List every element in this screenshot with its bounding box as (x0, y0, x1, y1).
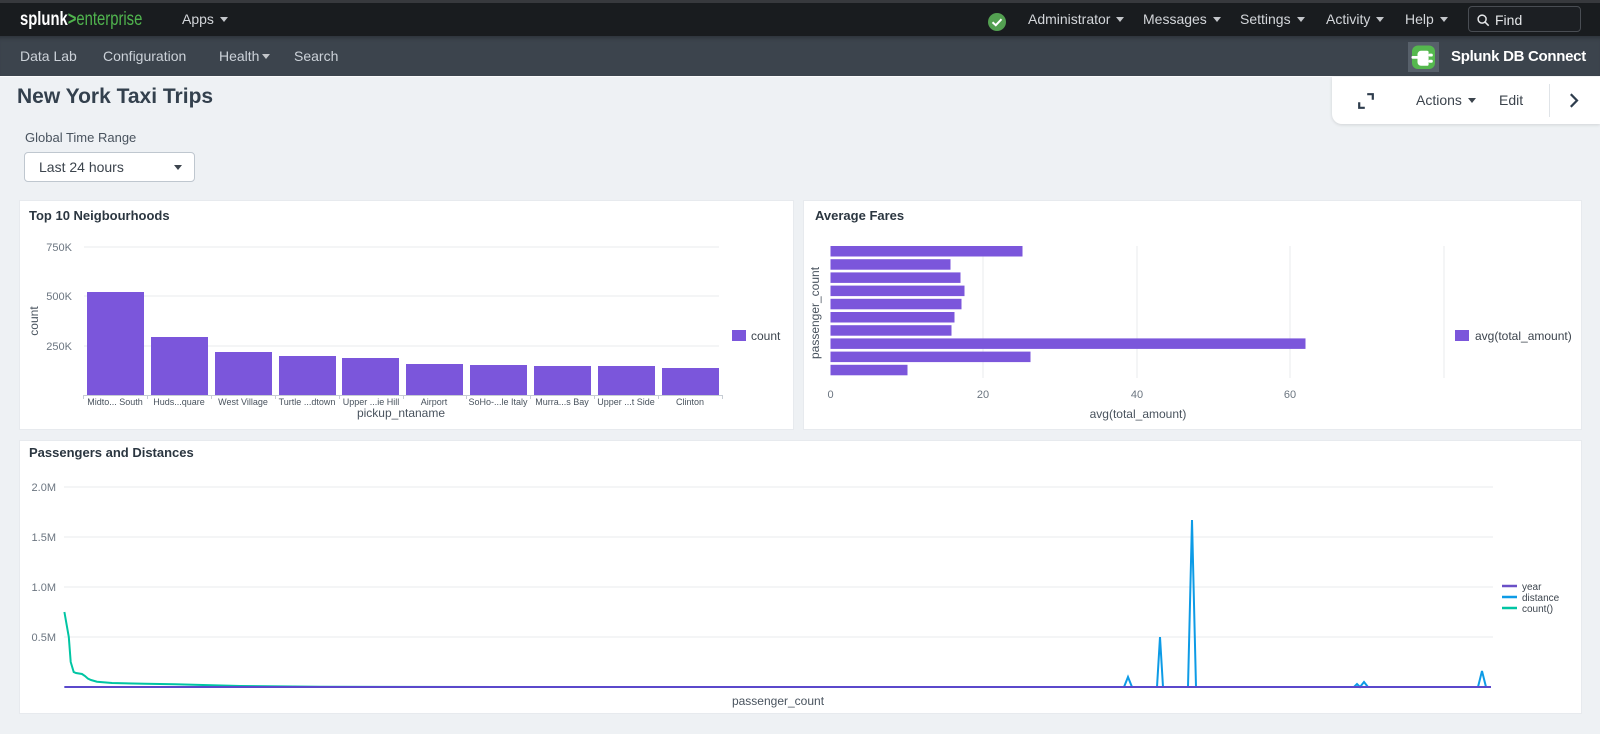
svg-text:passenger_count: passenger_count (732, 694, 825, 708)
svg-text:Upper ...t Side: Upper ...t Side (597, 397, 655, 407)
svg-text:Huds...quare: Huds...quare (153, 397, 205, 407)
svg-text:250K: 250K (46, 341, 72, 353)
svg-text:500K: 500K (46, 291, 72, 303)
svg-text:passenger_count: passenger_count (808, 266, 822, 359)
svg-text:distance: distance (1522, 593, 1560, 604)
svg-text:count: count (27, 306, 41, 336)
svg-text:count(): count() (1522, 604, 1553, 615)
svg-text:Clinton: Clinton (676, 397, 704, 407)
svg-text:Murra...s Bay: Murra...s Bay (535, 397, 589, 407)
svg-text:2.0M: 2.0M (32, 482, 56, 494)
svg-text:Upper ...ie Hill: Upper ...ie Hill (343, 397, 400, 407)
svg-text:60: 60 (1284, 389, 1296, 401)
svg-text:Turtle ...dtown: Turtle ...dtown (279, 397, 336, 407)
svg-text:0: 0 (827, 389, 833, 401)
svg-text:20: 20 (977, 389, 989, 401)
svg-text:avg(total_amount): avg(total_amount) (1475, 329, 1572, 343)
svg-text:1.5M: 1.5M (32, 532, 56, 544)
svg-text:West Village: West Village (218, 397, 268, 407)
svg-text:Midto... South: Midto... South (87, 397, 143, 407)
svg-text:SoHo-...le Italy: SoHo-...le Italy (468, 397, 528, 407)
svg-text:0.5M: 0.5M (32, 632, 56, 644)
svg-text:1.0M: 1.0M (32, 582, 56, 594)
svg-text:count: count (751, 329, 781, 343)
svg-text:pickup_ntaname: pickup_ntaname (357, 406, 445, 420)
svg-text:750K: 750K (46, 242, 72, 254)
svg-text:avg(total_amount): avg(total_amount) (1090, 407, 1187, 421)
svg-text:Airport: Airport (421, 397, 448, 407)
svg-text:year: year (1522, 582, 1542, 593)
svg-text:40: 40 (1131, 389, 1143, 401)
